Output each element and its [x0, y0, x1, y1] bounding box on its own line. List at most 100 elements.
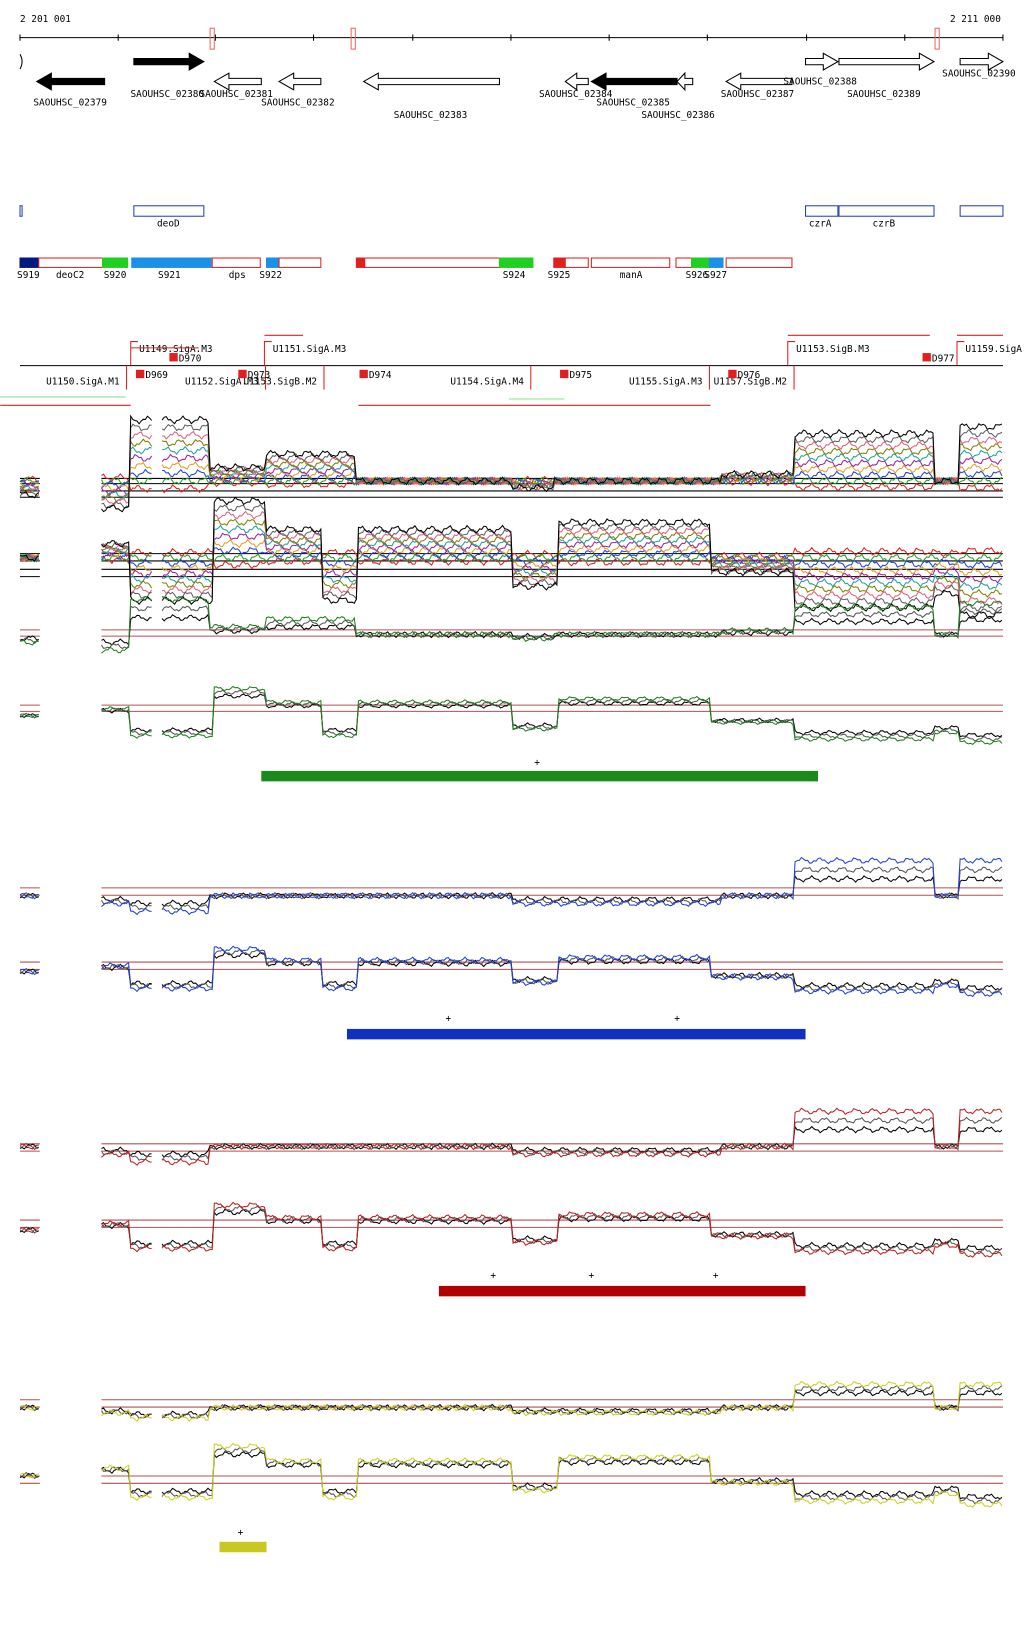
profile-line [162, 1107, 1003, 1166]
region-marker: + [713, 1271, 719, 1282]
region-bar [261, 770, 819, 782]
promoter-label: U1153.SigB.M3 [796, 344, 870, 355]
profile-line [161, 423, 1003, 491]
gene-label: SAOUHSC_02388 [783, 77, 857, 88]
profile-line [161, 553, 1003, 563]
gene-arrow [959, 52, 1005, 71]
gene-label: SAOUHSC_02381 [199, 89, 273, 100]
profile-line [161, 605, 1003, 641]
gene-label: SAOUHSC_02380 [131, 89, 205, 100]
profile-line [162, 1442, 1003, 1508]
feature-box [133, 205, 205, 217]
peak-box [169, 353, 178, 362]
profile-line [161, 1388, 1003, 1419]
profile-line [161, 503, 1003, 613]
profile-line [101, 547, 153, 578]
region-marker: + [589, 1271, 595, 1282]
region-marker: + [674, 1014, 680, 1025]
profile-line [161, 453, 1003, 488]
gene-label: SAOUHSC_02383 [394, 110, 467, 121]
feature-box [959, 205, 1004, 217]
profile-line [101, 431, 153, 506]
segment-label: S921 [158, 270, 181, 281]
profile-line [19, 967, 39, 976]
profile-line [162, 856, 1003, 916]
peak-label: D977 [932, 353, 955, 364]
profile-line [101, 898, 152, 911]
ruler-marker [209, 27, 215, 50]
peak-label: D976 [738, 370, 761, 381]
profile-line [19, 1471, 39, 1480]
peak-box [560, 369, 569, 379]
segment [691, 257, 710, 268]
segment-label: S924 [503, 270, 526, 281]
profile-line [101, 544, 153, 589]
segment [278, 257, 322, 268]
peak-box [728, 369, 737, 379]
promoter-flag [263, 341, 272, 366]
segment [675, 257, 693, 268]
feature-label: deoD [157, 219, 180, 230]
profile-line [161, 532, 1003, 584]
gene-partial [19, 54, 23, 70]
segment [590, 257, 671, 268]
profile-line [19, 639, 39, 646]
peak-label: D974 [369, 370, 392, 381]
profile-line [101, 614, 152, 647]
segment-label: S920 [104, 270, 127, 281]
gene-arrow [838, 52, 936, 71]
profile-line [161, 689, 1003, 742]
profile-line [19, 480, 39, 489]
segment [131, 257, 212, 268]
segment-label: S927 [704, 270, 727, 281]
gene-arrow [564, 72, 589, 91]
peak-label: D973 [248, 370, 271, 381]
ruler-start: 2 201 001 [20, 14, 71, 25]
profile-line [19, 1226, 39, 1234]
gene-label: SAOUHSC_02387 [721, 89, 795, 100]
profile-line [19, 1403, 39, 1412]
profile-line [101, 1149, 152, 1161]
promoter-label: U1152.SigA.M3 [185, 376, 259, 387]
gene-label: SAOUHSC_02385 [596, 98, 670, 109]
segment [498, 257, 534, 268]
profile-line [101, 551, 152, 568]
profile-line [161, 518, 1003, 598]
profile-line [161, 1116, 1003, 1162]
gene-arrow [590, 72, 678, 91]
profile-line [101, 707, 152, 736]
peak-box [922, 353, 931, 362]
gene-label: SAOUHSC_02382 [261, 98, 334, 109]
promoter-label: U1150.SigA.M1 [46, 376, 120, 387]
profile-line [101, 962, 152, 993]
segment [38, 257, 104, 268]
profile-line [161, 948, 1003, 995]
profile-line [101, 1464, 152, 1502]
segment [211, 257, 261, 268]
promoter-label: U1154.SigA.M4 [450, 376, 524, 387]
profile-line [162, 1201, 1003, 1258]
segment-label: S922 [259, 270, 282, 281]
profile-line [101, 595, 152, 654]
gene-arrow [35, 72, 106, 91]
profile-line [101, 438, 153, 502]
profile-line [19, 892, 39, 900]
profile-line [19, 1472, 39, 1479]
profile-line [101, 423, 152, 510]
region-marker: + [534, 758, 540, 769]
promoter-label: U1159.SigA [965, 344, 1022, 355]
profile-line [19, 1227, 39, 1234]
profile-line [19, 712, 39, 719]
profile-line [19, 892, 39, 899]
profile-line [101, 541, 152, 599]
promoter-label: U1153.SigB.M2 [244, 376, 317, 387]
peak-box [359, 369, 368, 379]
profile-line [161, 613, 1003, 641]
profile-line [162, 524, 1003, 591]
peak-label: D969 [145, 370, 168, 381]
profile-line [19, 1404, 39, 1411]
promoter-flag [787, 341, 796, 366]
peak-box [238, 369, 247, 379]
profile-line [19, 1142, 39, 1151]
segment-label: manA [620, 270, 643, 281]
